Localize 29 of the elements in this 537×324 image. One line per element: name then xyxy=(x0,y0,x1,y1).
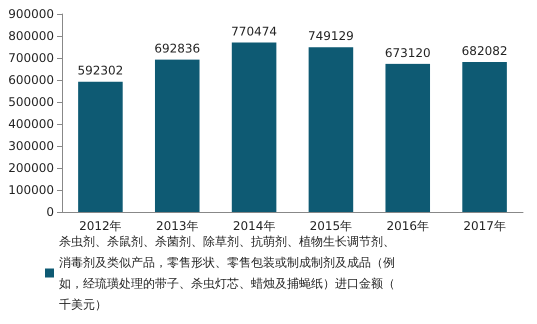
bar xyxy=(154,60,200,212)
data-label: 682082 xyxy=(462,44,508,58)
bar xyxy=(462,62,507,212)
y-tick-label: 0 xyxy=(46,205,54,219)
bar xyxy=(78,82,123,212)
y-tick-label: 100000 xyxy=(8,183,54,197)
y-tick-label: 400000 xyxy=(8,117,54,131)
x-tick-label: 2012年 xyxy=(79,219,122,233)
x-tick-label: 2017年 xyxy=(463,219,506,233)
y-tick-label: 200000 xyxy=(8,161,54,175)
data-label: 692836 xyxy=(154,42,200,56)
x-tick-label: 2016年 xyxy=(386,219,430,233)
legend-label: 杀虫剂、杀鼠剂、杀菌剂、除草剂、抗萌剂、植物生长调节剂、消毒剂及类似产品，零售形状、零售包装或制成制剂及成品（例如，经琉璜处理的带子、杀虫灯芯、蜡烛及捕蝇纸）进口金额（千美元） xyxy=(59,234,395,312)
bar xyxy=(232,42,276,212)
x-tick-label: 2015年 xyxy=(310,219,352,233)
data-label: 592302 xyxy=(78,64,124,78)
y-tick-label: 600000 xyxy=(8,73,54,87)
y-tick-label: 900000 xyxy=(8,7,54,21)
y-tick-label: 700000 xyxy=(8,51,54,65)
bar xyxy=(308,47,354,212)
y-tick-label: 500000 xyxy=(8,95,54,109)
data-label: 673120 xyxy=(384,46,431,60)
x-tick-label: 2014年 xyxy=(232,219,276,233)
x-tick-label: 2013年 xyxy=(156,219,199,233)
y-tick-label: 800000 xyxy=(8,29,54,43)
y-tick-label: 300000 xyxy=(8,139,54,153)
data-label: 770474 xyxy=(231,24,277,38)
bar xyxy=(385,64,430,212)
data-label: 749129 xyxy=(308,29,354,44)
